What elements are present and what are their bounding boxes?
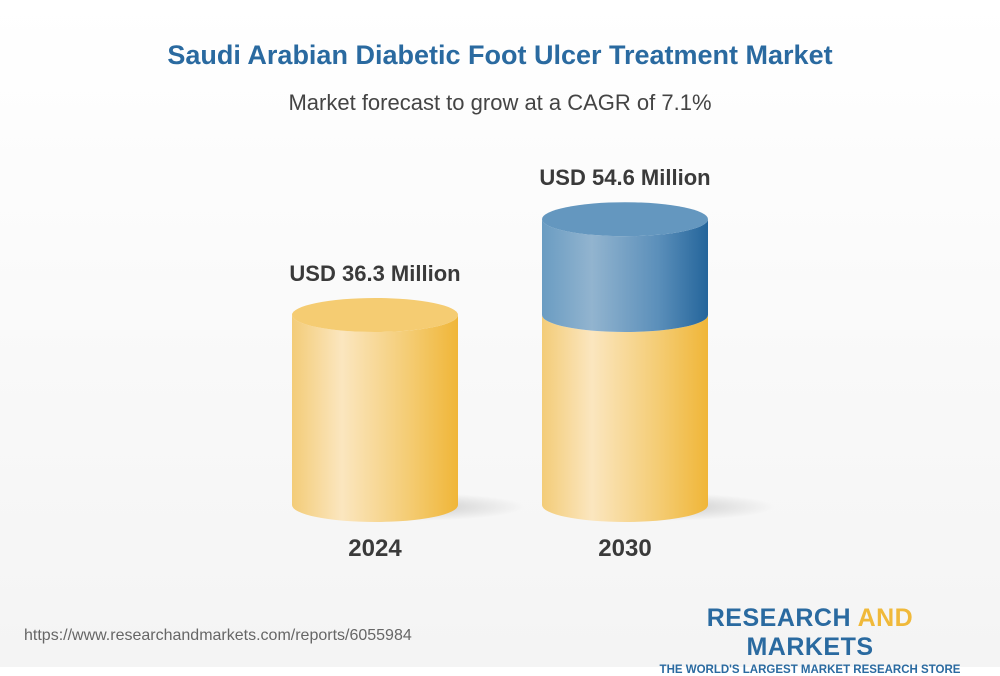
logo-text: RESEARCH	[706, 604, 858, 632]
logo-tagline: THE WORLD'S LARGEST MARKET RESEARCH STOR…	[659, 664, 961, 676]
bar-top	[542, 202, 708, 237]
logo-text: MARKETS	[746, 633, 874, 661]
bar-top	[292, 298, 458, 332]
bar-growth-segment	[542, 219, 708, 332]
logo-text-and: AND	[857, 604, 914, 632]
data-label: USD 36.3 Million	[289, 261, 460, 286]
bar-base-segment	[542, 315, 708, 522]
category-label: 2030	[598, 535, 651, 562]
data-label: USD 54.6 Million	[539, 165, 710, 190]
source-url[interactable]: https://www.researchandmarkets.com/repor…	[24, 627, 412, 644]
category-label: 2024	[348, 535, 402, 562]
chart-title: Saudi Arabian Diabetic Foot Ulcer Treatm…	[167, 40, 833, 70]
research-and-markets-logo: RESEARCH AND MARKETS THE WORLD'S LARGEST…	[640, 604, 980, 676]
chart-subtitle: Market forecast to grow at a CAGR of 7.1…	[288, 90, 712, 115]
bar-2024	[292, 315, 458, 522]
